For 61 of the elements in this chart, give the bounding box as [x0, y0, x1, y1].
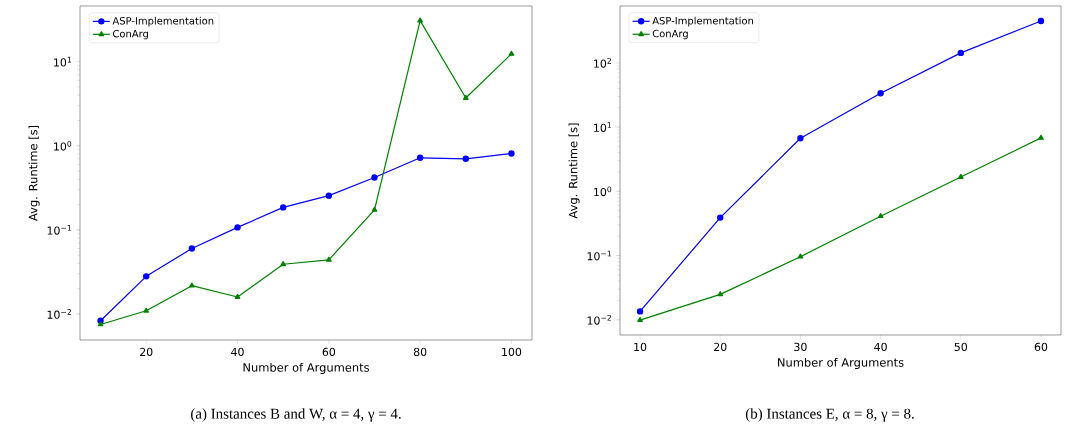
legend-label: ConArg — [652, 29, 688, 40]
point — [717, 291, 724, 297]
point — [508, 50, 515, 56]
point — [797, 135, 804, 142]
point — [508, 150, 515, 157]
point — [234, 224, 241, 231]
point — [143, 307, 150, 313]
y-tick-label: 10$^{2}$ — [594, 57, 611, 68]
point — [143, 273, 150, 280]
x-tick-label: 40 — [874, 342, 887, 352]
point — [416, 154, 424, 161]
point — [371, 206, 378, 212]
point — [797, 253, 804, 259]
legend-label: ASP-Implementation — [112, 16, 214, 27]
x-tick-label: 80 — [413, 347, 427, 357]
point — [279, 204, 287, 211]
x-axis-title: Number of Arguments — [778, 357, 904, 369]
y-axis-title: Avg. Runtime [s] — [568, 123, 580, 219]
point — [877, 213, 884, 219]
point — [325, 256, 332, 262]
point — [189, 282, 195, 288]
x-axis-title: Number of Arguments — [243, 362, 370, 374]
legend-label: ConArg — [113, 29, 148, 40]
point — [717, 214, 724, 221]
y-tick-label: 10$^{−2}$ — [47, 309, 71, 319]
text: (b) Instances E, α = 8, γ = 8. — [745, 408, 914, 422]
point — [462, 94, 469, 100]
x-tick-label: 30 — [794, 342, 807, 352]
x-tick-label: 20 — [714, 342, 727, 352]
point — [1038, 134, 1044, 140]
point — [462, 155, 469, 162]
x-tick-label: 50 — [954, 342, 968, 352]
x-tick-label: 60 — [1034, 342, 1048, 352]
legend-label: ASP-Implementation — [652, 16, 754, 27]
y-tick-label: 10$^{1}$ — [594, 122, 612, 132]
x-tick-label: 20 — [140, 347, 153, 357]
point — [877, 90, 884, 97]
y-tick-label: 10$^{1}$ — [54, 56, 72, 67]
point — [97, 321, 104, 327]
x-tick-label: 40 — [231, 347, 244, 357]
x-tick-label: 10 — [634, 342, 647, 352]
x-tick-label: 60 — [322, 347, 336, 357]
y-axis-title: Avg. Runtime [s] — [28, 125, 40, 221]
point — [1037, 17, 1045, 25]
point — [234, 293, 241, 299]
point — [636, 308, 644, 315]
point — [637, 316, 643, 322]
point — [957, 173, 964, 179]
y-tick-label: 10$^{−1}$ — [587, 250, 612, 261]
point — [417, 17, 423, 23]
y-tick-label: 10$^{0}$ — [594, 186, 612, 197]
point — [957, 49, 964, 57]
y-tick-label: 10$^{−1}$ — [47, 225, 72, 235]
y-tick-label: 10$^{0}$ — [54, 140, 72, 151]
point — [188, 245, 196, 252]
point — [280, 261, 287, 267]
x-tick-label: 100 — [502, 347, 522, 357]
y-tick-label: 10$^{−2}$ — [587, 314, 611, 325]
point — [325, 192, 333, 199]
point — [371, 174, 378, 181]
text: (a) Instances B and W, α = 4, γ = 4. — [191, 408, 401, 422]
